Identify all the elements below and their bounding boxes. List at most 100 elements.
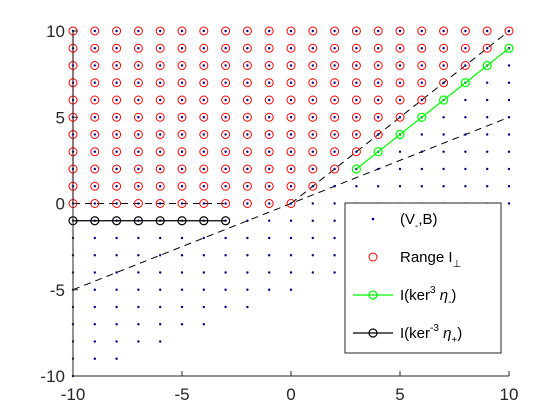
data-point-range (351, 130, 361, 139)
data-point-range (286, 130, 296, 139)
data-point-dot (289, 271, 293, 274)
data-point-dot (507, 29, 511, 33)
data-point-range (286, 181, 296, 191)
data-point-range (90, 95, 100, 105)
data-point-dot (377, 81, 380, 84)
data-point-dot (115, 288, 118, 291)
data-point-dot (115, 185, 118, 188)
data-point-range (155, 181, 165, 191)
data-point-dot (224, 288, 227, 291)
data-point-dot (137, 29, 140, 33)
data-point-dot (180, 47, 184, 50)
data-point-dot (289, 167, 293, 171)
data-point-dot (246, 98, 249, 102)
data-point-dot (333, 150, 336, 153)
data-point-range (155, 43, 165, 53)
data-point-dot (268, 185, 271, 188)
data-point-range (242, 181, 252, 191)
data-point-dot (442, 167, 445, 171)
data-point-dot (507, 98, 511, 102)
data-point-dot (93, 202, 97, 205)
data-point-dot (464, 133, 467, 136)
data-point-dot (289, 288, 293, 291)
data-point-dot (115, 236, 118, 240)
data-point-dot (93, 150, 97, 153)
data-point-dot (268, 81, 271, 84)
data-point-range (221, 78, 231, 88)
data-point-dot (159, 98, 162, 102)
data-point-range (112, 78, 122, 88)
data-point-range (177, 147, 187, 157)
data-point-dot (180, 133, 184, 136)
data-point-dot (115, 254, 118, 257)
data-point-dot (93, 288, 97, 291)
data-point-dot (115, 81, 118, 84)
data-point-dot (486, 47, 489, 50)
data-point-dot (180, 98, 184, 102)
data-point-dot (398, 98, 402, 102)
data-point-range (330, 130, 340, 139)
data-point-range (264, 181, 274, 191)
data-point-dot (486, 116, 489, 119)
data-point-dot (246, 202, 249, 205)
data-point-dot (115, 323, 118, 326)
x-tick-label: -10 (61, 385, 86, 404)
data-point-range (199, 43, 209, 53)
data-point-dot (202, 185, 205, 188)
data-point-range (482, 43, 492, 53)
data-point-dot (159, 202, 162, 205)
data-point-dot (355, 64, 358, 67)
data-point-range (242, 112, 252, 122)
data-point-dot (333, 167, 336, 171)
data-point-dot (398, 150, 402, 153)
data-point-range (90, 181, 100, 191)
data-point-range (112, 130, 122, 139)
data-point-range (199, 26, 209, 36)
data-point-dot (289, 236, 293, 240)
data-point-range (155, 26, 165, 36)
data-point-dot (311, 29, 314, 33)
data-point-range (482, 26, 492, 36)
data-point-dot (268, 271, 271, 274)
data-point-dot (333, 64, 336, 67)
data-point-dot (355, 150, 358, 153)
data-point-dot (159, 64, 162, 67)
data-point-range (351, 61, 361, 70)
data-point-dot (180, 167, 184, 171)
data-point-dot (246, 150, 249, 153)
data-point-range (417, 78, 427, 88)
data-point-dot (159, 254, 162, 257)
data-point-ker-3 (177, 216, 187, 226)
data-point-dot (442, 133, 445, 136)
data-point-range (330, 95, 340, 105)
data-point-range (351, 43, 361, 53)
data-point-dot (137, 271, 140, 274)
data-point-range (395, 78, 405, 88)
data-point-range (330, 43, 340, 53)
data-point-dot (464, 98, 467, 102)
data-point-range (112, 95, 122, 105)
data-point-dot (464, 64, 467, 67)
data-point-dot (224, 29, 227, 33)
data-point-dot (202, 47, 205, 50)
data-point-range (330, 112, 340, 122)
data-point-dot (224, 254, 227, 257)
data-point-dot (486, 29, 489, 33)
data-point-range (264, 112, 274, 122)
data-point-range (308, 181, 318, 191)
data-point-dot (115, 150, 118, 153)
data-point-dot (311, 254, 314, 257)
data-point-range (264, 199, 274, 208)
data-point-range (133, 78, 143, 88)
data-point-range (90, 61, 100, 70)
data-point-dot (246, 219, 249, 222)
data-point-dot (246, 167, 249, 171)
data-point-dot (333, 81, 336, 84)
data-point-range (177, 164, 187, 174)
data-point-dot (333, 29, 336, 33)
data-point-range (133, 61, 143, 70)
data-point-dot (377, 47, 380, 50)
x-tick-label: 10 (500, 385, 519, 404)
data-point-range (112, 199, 122, 208)
data-point-range (460, 43, 470, 53)
